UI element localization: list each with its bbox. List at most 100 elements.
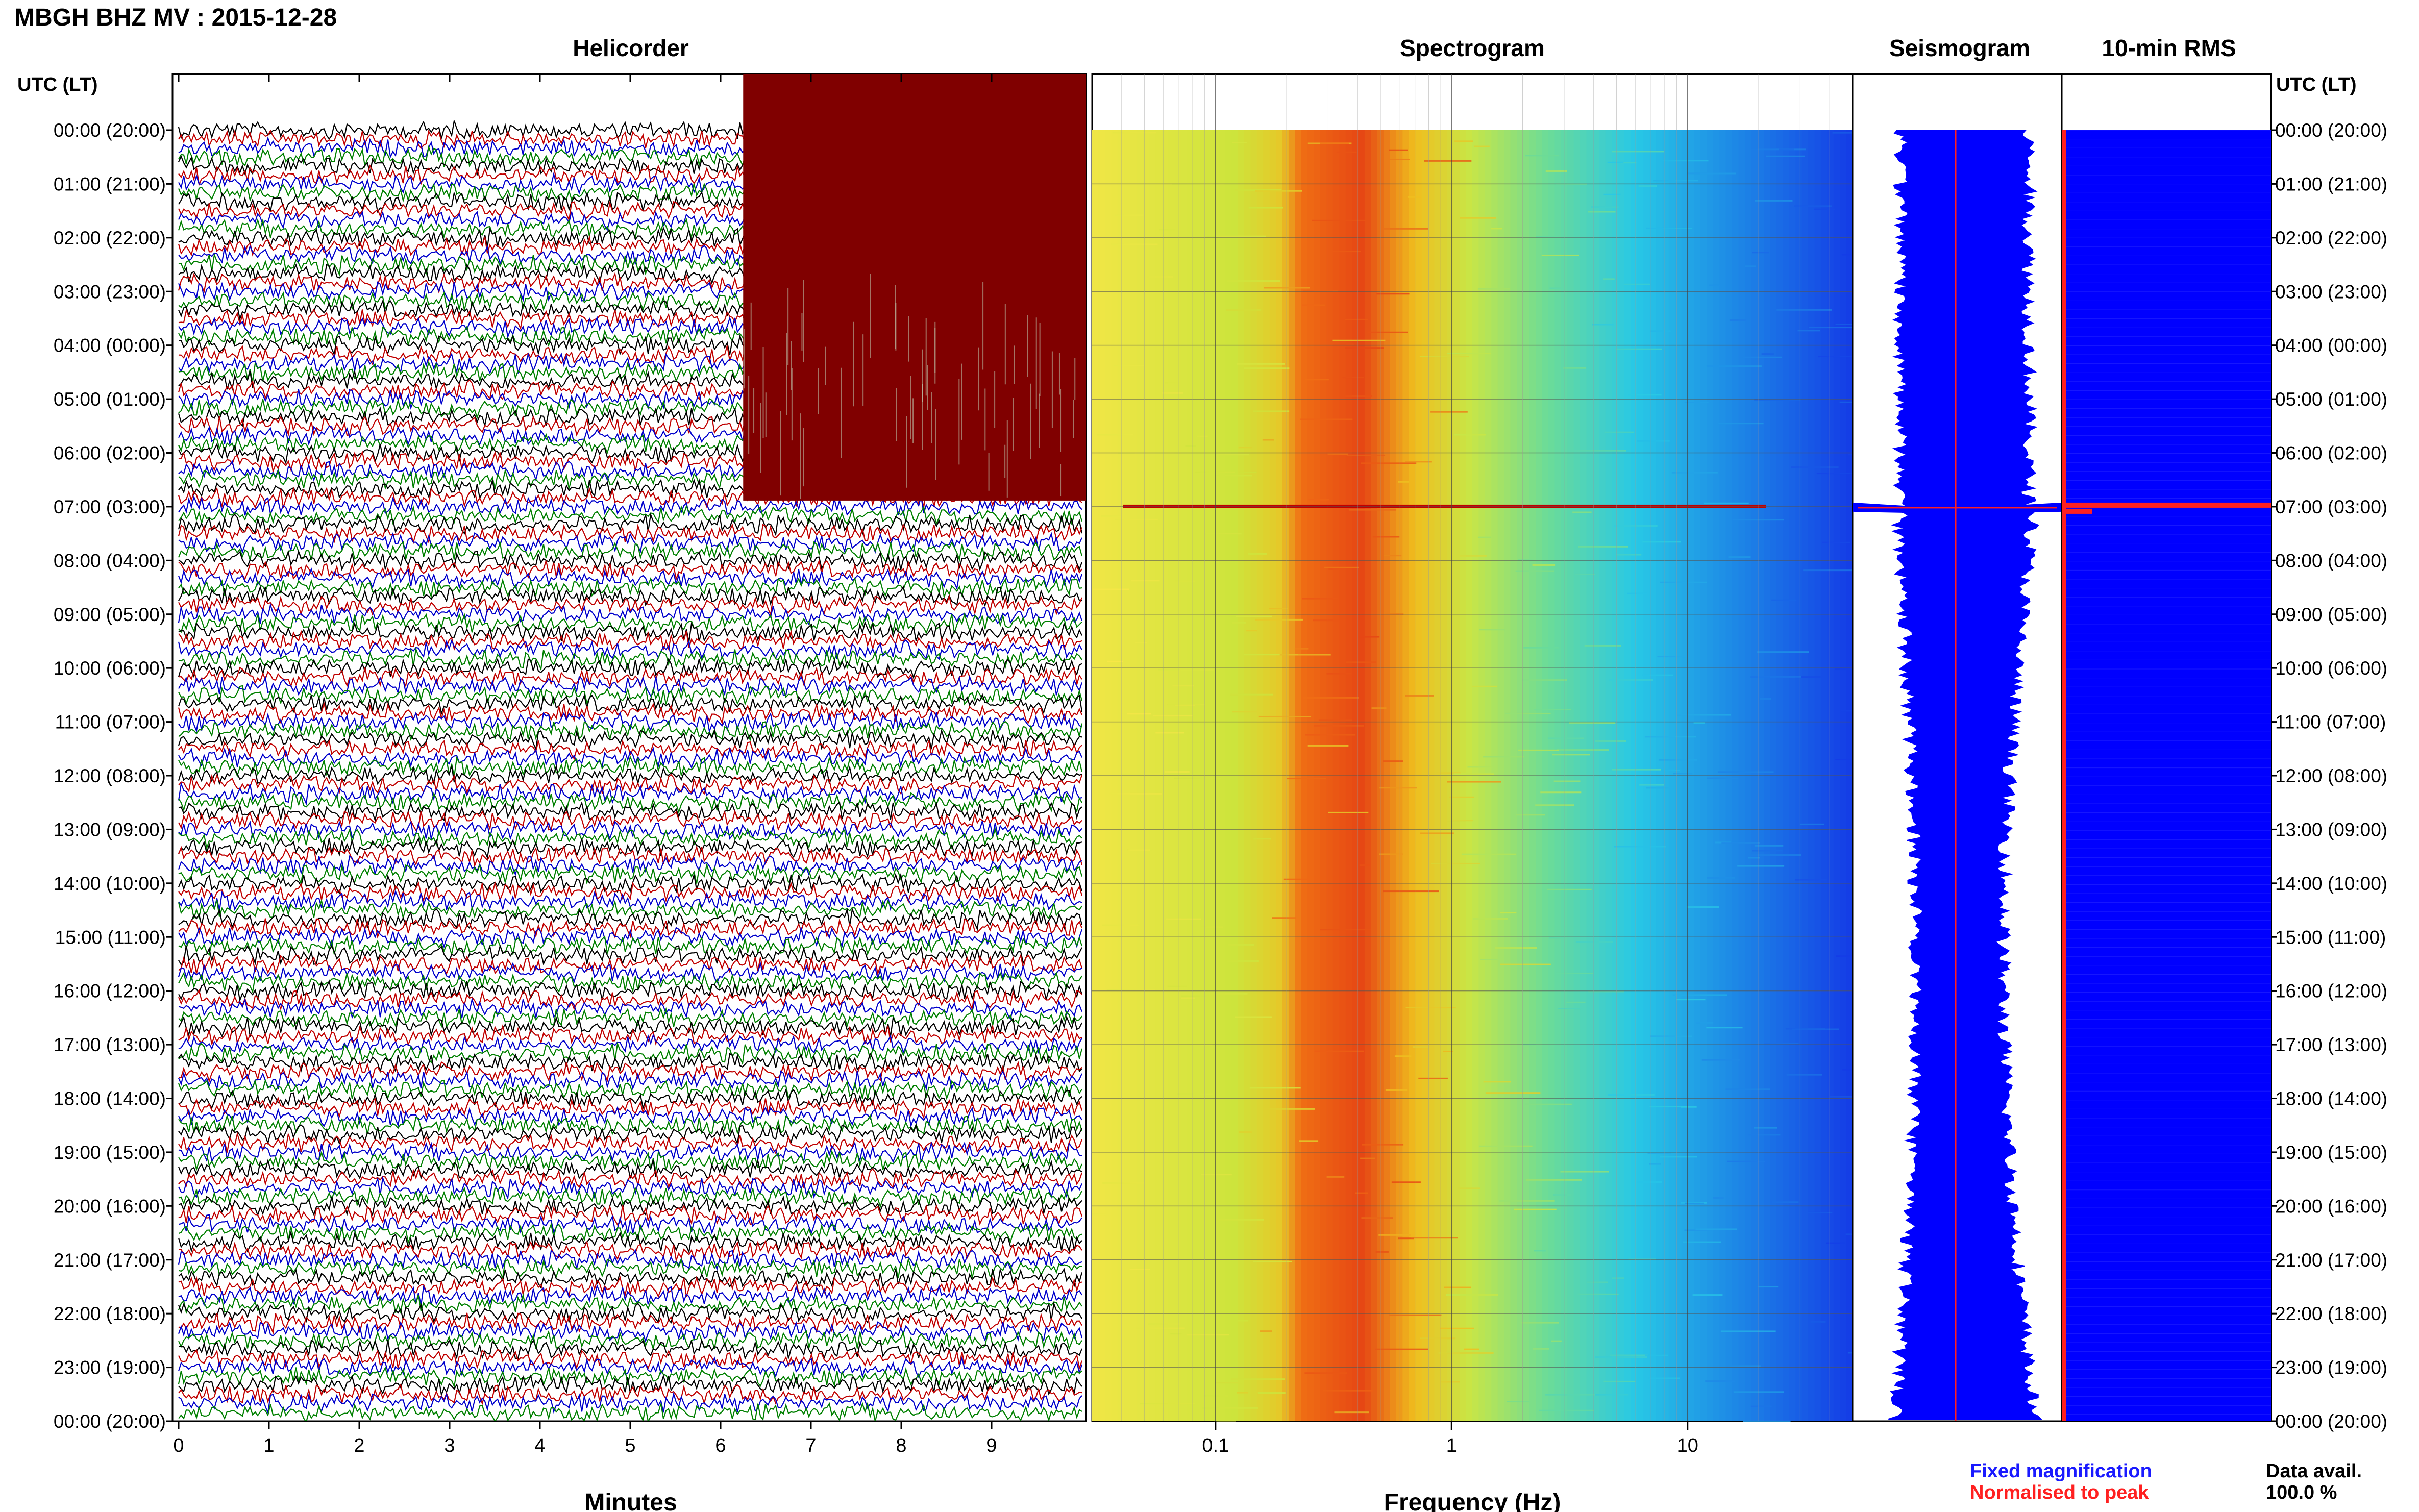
spectrogram-streak [1215,1382,1242,1384]
spectrogram-streak [1314,1050,1364,1052]
spectrogram-streak [1472,918,1509,920]
spectrogram-streak [1477,288,1510,290]
spectrogram-streak [1776,309,1832,311]
spectrogram-streak [1371,707,1387,709]
spectrogram-streak [1441,1381,1460,1383]
spectrogram-streak [1639,784,1664,786]
spectrogram-streak [1522,679,1567,681]
spectrogram-streak [1638,185,1657,187]
spectrogram-streak [1389,1314,1442,1316]
spectrogram-streak [1771,599,1797,601]
spectrogram-streak [1754,399,1801,401]
spectrogram-streak [1283,878,1309,880]
spectrogram-grid [1092,74,1853,1421]
time-label-right: 12:00 (08:00) [2275,765,2387,786]
spectrogram-streak [1186,1334,1229,1336]
spectrogram-streak [1384,555,1402,557]
spectrogram-streak [1420,1337,1456,1340]
helicorder-trace [178,862,1083,886]
spectrogram-streak [1257,1392,1286,1394]
spectrogram-streak [1515,570,1554,572]
legend-normalised-to-peak: Normalised to peak [1970,1482,2149,1503]
spectrogram-streak [1328,811,1369,813]
time-label-left: 00:00 (20:00) [54,120,166,141]
spectrogram-streak [1672,994,1727,996]
time-label-right: 03:00 (23:00) [2275,281,2387,302]
spectrogram-streak [1248,553,1267,555]
helicorder-trace [178,1033,1082,1054]
spectrogram-streak [1389,149,1408,151]
spectrogram-streak [1518,559,1534,561]
spectrogram-streak [1379,853,1403,855]
helicorder-trace [178,559,1082,581]
helicorder-trace [178,873,1083,895]
spectrogram-streak [1405,1007,1456,1009]
spectrogram-streak [1845,1233,1853,1235]
spectrogram-streak [1159,229,1175,231]
spectrogram-streak [1299,1140,1319,1142]
spectrogram-streak [1478,1145,1533,1147]
spectrogram-streak [1264,287,1310,289]
spectrogram-streak [1591,206,1619,208]
spectrogram-streak [1383,760,1403,762]
helicorder-x-tick-label: 1 [263,1435,274,1456]
spectrogram-streak [1349,509,1396,511]
time-label-left: 16:00 (12:00) [54,981,166,1002]
helicorder-trace [178,1060,1082,1083]
helicorder-trace [178,1392,1082,1415]
spectrogram-streak [1153,715,1193,717]
spectrogram-streak [1718,423,1764,425]
spectrogram-streak [1165,382,1180,384]
spectrogram-streak [1231,1378,1285,1380]
spectrogram-streak [1115,518,1158,520]
helicorder-trace [178,1195,1082,1218]
spectrogram-streak [1467,766,1493,768]
spectrogram-streak [1720,1330,1776,1332]
spectrogram-streak [1841,710,1853,712]
spectrogram-streak [1826,1242,1845,1244]
spectrogram-streak [1106,989,1155,991]
spectrogram-streak [1320,142,1349,144]
spectrogram-streak [1378,1234,1411,1236]
spectrogram-streak [1521,1322,1559,1324]
time-label-left: 01:00 (21:00) [54,173,166,194]
spectrogram-streak [1713,1197,1724,1199]
spectrogram-streak [1684,1229,1712,1231]
spectrogram-streak [1287,778,1326,780]
spectrogram-streak [1246,630,1257,632]
spectrogram-streak [1620,162,1637,164]
spectrogram-streak [1627,592,1647,594]
spectrogram-streak [1140,1403,1195,1405]
spectrogram-streak [1726,1160,1765,1162]
spectrogram-streak [1385,1089,1408,1091]
spectrogram-streak [1706,365,1762,367]
spectrogram-streak [1560,1171,1609,1173]
spectrogram-streak [1766,155,1805,157]
spectrogram-streak [1454,555,1487,557]
time-label-left: 07:00 (03:00) [54,497,166,517]
spectrogram-streak [1575,573,1595,575]
station-title: MBGH BHZ MV : 2015-12-28 [14,4,337,31]
spectrogram-streak [1345,347,1384,349]
spectrogram-streak [1792,1028,1840,1030]
spectrogram-streak [1835,759,1853,761]
helicorder-trace [178,1330,1082,1352]
spectrogram-streak [1595,1356,1647,1358]
spectrogram-streak [1111,243,1158,245]
time-labels-right: 00:00 (20:00) 01:00 (21:00) 02:00 (22:00) 0… [2271,120,2387,1432]
time-label-left: 13:00 (09:00) [54,819,166,840]
helicorder-traces [178,74,1086,1421]
spectrogram-x-tick-label: 1 [1446,1435,1457,1456]
spectrogram-streak [1430,411,1468,413]
spectrogram-streak [1359,636,1380,638]
helicorder-trace [178,1401,1082,1421]
spectrogram-streak [1264,1108,1315,1110]
spectrogram-streak [1134,642,1147,644]
helicorder-trace [178,495,1082,517]
spectrogram-streak [1167,985,1188,987]
spectrogram-streak [1109,792,1162,795]
spectrogram-streak [1201,1174,1232,1176]
spectrogram-streak [1230,693,1273,696]
spectrogram-streak [1279,654,1331,656]
spectrogram-streak [1616,554,1642,556]
